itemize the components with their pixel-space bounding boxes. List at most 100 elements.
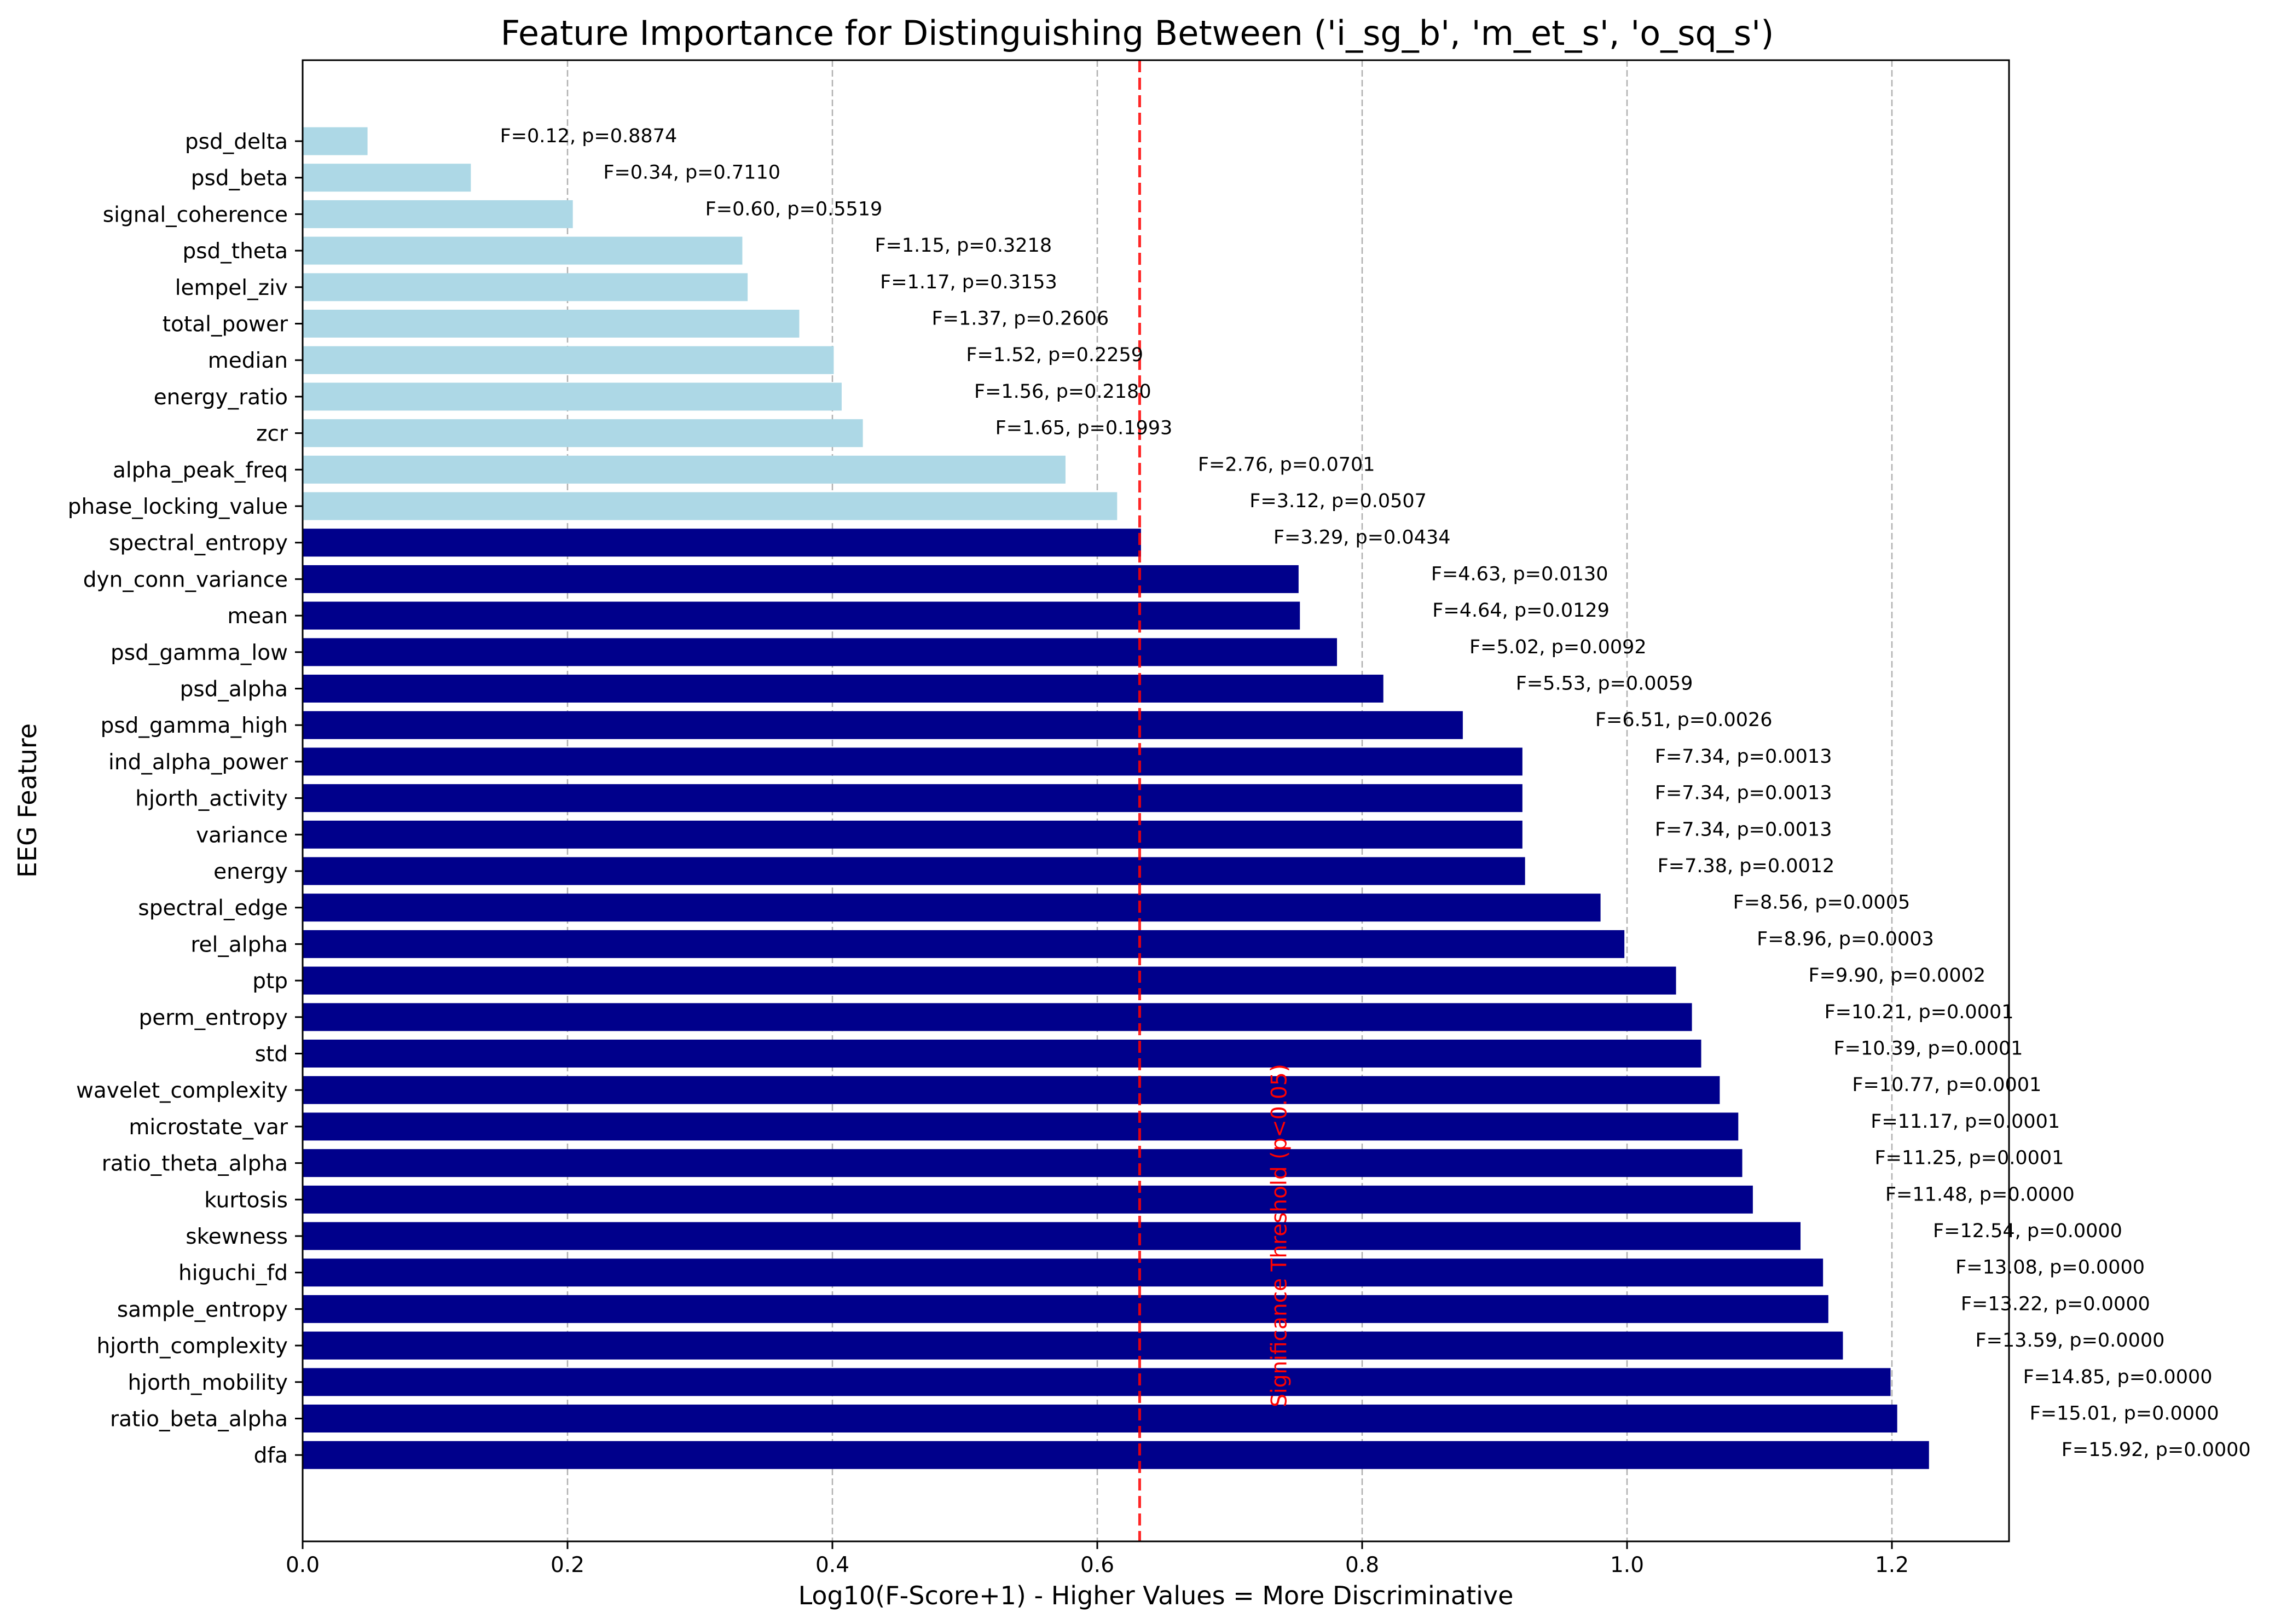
y-tick-label: hjorth_mobility	[128, 1371, 288, 1395]
bar-annotation: F=10.21, p=0.0001	[1825, 1001, 2014, 1023]
bar-ind_alpha_power	[303, 747, 1523, 776]
bar-spectral_entropy	[303, 529, 1141, 557]
x-tick-label: 0.2	[551, 1553, 584, 1577]
bar-skewness	[303, 1222, 1801, 1250]
y-tick-label: rel_alpha	[190, 932, 288, 957]
y-tick-label: total_power	[163, 312, 288, 337]
y-tick-label: zcr	[256, 422, 288, 446]
y-tick-label: variance	[196, 823, 288, 848]
bar-annotation: F=1.37, p=0.2606	[932, 308, 1109, 330]
bar-annotation: F=3.29, p=0.0434	[1273, 527, 1451, 549]
bar-microstate_var	[303, 1112, 1739, 1141]
y-tick-label: perm_entropy	[139, 1006, 288, 1030]
bar-annotation: F=11.25, p=0.0001	[1875, 1147, 2064, 1169]
x-tick-label: 1.2	[1875, 1553, 1909, 1577]
bar-annotation: F=5.53, p=0.0059	[1516, 673, 1693, 695]
bar-dfa	[303, 1441, 1929, 1469]
bar-annotation: F=0.12, p=0.8874	[500, 125, 678, 147]
threshold-label: Significance Threshold (p<0.05)	[1267, 1064, 1292, 1407]
bar-annotation: F=3.12, p=0.0507	[1249, 490, 1427, 512]
bar-std	[303, 1040, 1701, 1068]
y-tick-label: hjorth_activity	[135, 787, 288, 811]
bar-annotation: F=1.65, p=0.1993	[995, 417, 1173, 439]
bars	[303, 127, 1929, 1469]
y-tick-label: psd_gamma_low	[111, 641, 288, 665]
bar-signal_coherence	[303, 200, 573, 228]
x-tick-label: 0.0	[286, 1553, 320, 1577]
y-tick-label: spectral_edge	[138, 896, 288, 921]
bar-annotation: F=15.92, p=0.0000	[2062, 1439, 2251, 1461]
bar-ratio_beta_alpha	[303, 1405, 1897, 1432]
bar-hjorth_activity	[303, 784, 1523, 813]
bar-psd_delta	[303, 127, 368, 155]
plot-frame	[302, 59, 2010, 1542]
bar-annotation: F=1.52, p=0.2259	[966, 344, 1143, 366]
bar-annotation: F=13.59, p=0.0000	[1975, 1330, 2164, 1352]
bar-median	[303, 346, 834, 374]
bar-annotation: F=8.56, p=0.0005	[1733, 892, 1911, 914]
y-tick-label: energy_ratio	[154, 385, 288, 410]
y-tick-label: sample_entropy	[117, 1297, 288, 1322]
y-tick-label: lempel_ziv	[175, 276, 288, 300]
bar-wavelet_complexity	[303, 1076, 1720, 1104]
y-tick-label: psd_beta	[191, 166, 288, 191]
x-axis-label: Log10(F-Score+1) - Higher Values = More …	[798, 1581, 1514, 1610]
bar-annotation: F=14.85, p=0.0000	[2023, 1366, 2213, 1388]
bar-total_power	[303, 310, 800, 338]
y-tick-label: dyn_conn_variance	[83, 567, 288, 592]
bar-annotation: F=4.63, p=0.0130	[1431, 563, 1608, 585]
y-tick-label: kurtosis	[204, 1188, 288, 1213]
y-tick-label: ptp	[252, 969, 288, 994]
bar-psd_gamma_low	[303, 638, 1338, 666]
bar-annotation: F=11.48, p=0.0000	[1885, 1184, 2075, 1205]
significance-threshold: Significance Threshold (p<0.05)	[1138, 60, 1292, 1541]
bar-annotation: F=13.22, p=0.0000	[1961, 1293, 2150, 1315]
bar-perm_entropy	[303, 1003, 1692, 1031]
bar-annotation: F=7.34, p=0.0013	[1655, 782, 1832, 804]
bar-annotation: F=7.34, p=0.0013	[1655, 819, 1832, 840]
y-tick-label: psd_alpha	[180, 677, 288, 702]
bar-phase_locking_value	[303, 492, 1118, 520]
bar-annotation: F=0.60, p=0.5519	[705, 198, 883, 220]
y-tick-label: ratio_beta_alpha	[110, 1407, 288, 1432]
y-tick-label: psd_delta	[185, 130, 288, 154]
bar-variance	[303, 820, 1523, 849]
y-tick-label: ratio_theta_alpha	[102, 1152, 288, 1176]
x-axis-ticks: 0.0 0.2 0.4 0.6 0.8 1.0 1.2	[286, 1541, 1909, 1577]
bar-annotation: F=1.17, p=0.3153	[880, 271, 1057, 293]
x-tick-label: 0.6	[1080, 1553, 1114, 1577]
y-tick-label: mean	[227, 604, 288, 629]
bar-annotation: F=10.39, p=0.0001	[1834, 1038, 2023, 1060]
bar-ratio_theta_alpha	[303, 1149, 1743, 1178]
bar-higuchi_fd	[303, 1258, 1824, 1287]
y-tick-label: wavelet_complexity	[76, 1078, 288, 1103]
x-tick-label: 0.4	[815, 1553, 849, 1577]
bar-spectral_edge	[303, 894, 1601, 922]
y-tick-label: signal_coherence	[103, 202, 288, 227]
y-tick-label: microstate_var	[129, 1115, 288, 1140]
bar-psd_gamma_high	[303, 711, 1463, 739]
y-tick-label: alpha_peak_freq	[113, 458, 288, 483]
bar-annotation: F=9.90, p=0.0002	[1809, 965, 1986, 987]
bar-annotation: F=1.15, p=0.3218	[875, 235, 1052, 257]
bar-energy_ratio	[303, 382, 842, 411]
bar-annotation: F=0.34, p=0.7110	[603, 162, 780, 184]
bar-annotation: F=2.76, p=0.0701	[1198, 454, 1375, 475]
bar-annotation: F=13.08, p=0.0000	[1955, 1257, 2145, 1279]
chart-title: Feature Importance for Distinguishing Be…	[501, 13, 1774, 53]
bar-ptp	[303, 966, 1676, 995]
bar-psd_beta	[303, 164, 471, 192]
y-tick-label: higuchi_fd	[178, 1261, 288, 1286]
bar-annotation: F=15.01, p=0.0000	[2030, 1403, 2219, 1425]
bar-psd_alpha	[303, 675, 1383, 703]
bar-hjorth_mobility	[303, 1368, 1891, 1396]
y-tick-label: hjorth_complexity	[97, 1334, 288, 1359]
bar-annotation: F=1.56, p=0.2180	[974, 381, 1151, 403]
bar-annotations: F=0.12, p=0.8874 F=0.34, p=0.7110 F=0.60, …	[500, 125, 2251, 1461]
y-tick-label: psd_theta	[182, 239, 288, 264]
y-tick-label: spectral_entropy	[109, 531, 288, 556]
y-tick-label: skewness	[186, 1225, 288, 1249]
y-tick-label: dfa	[254, 1443, 288, 1468]
bar-alpha_peak_freq	[303, 455, 1066, 484]
